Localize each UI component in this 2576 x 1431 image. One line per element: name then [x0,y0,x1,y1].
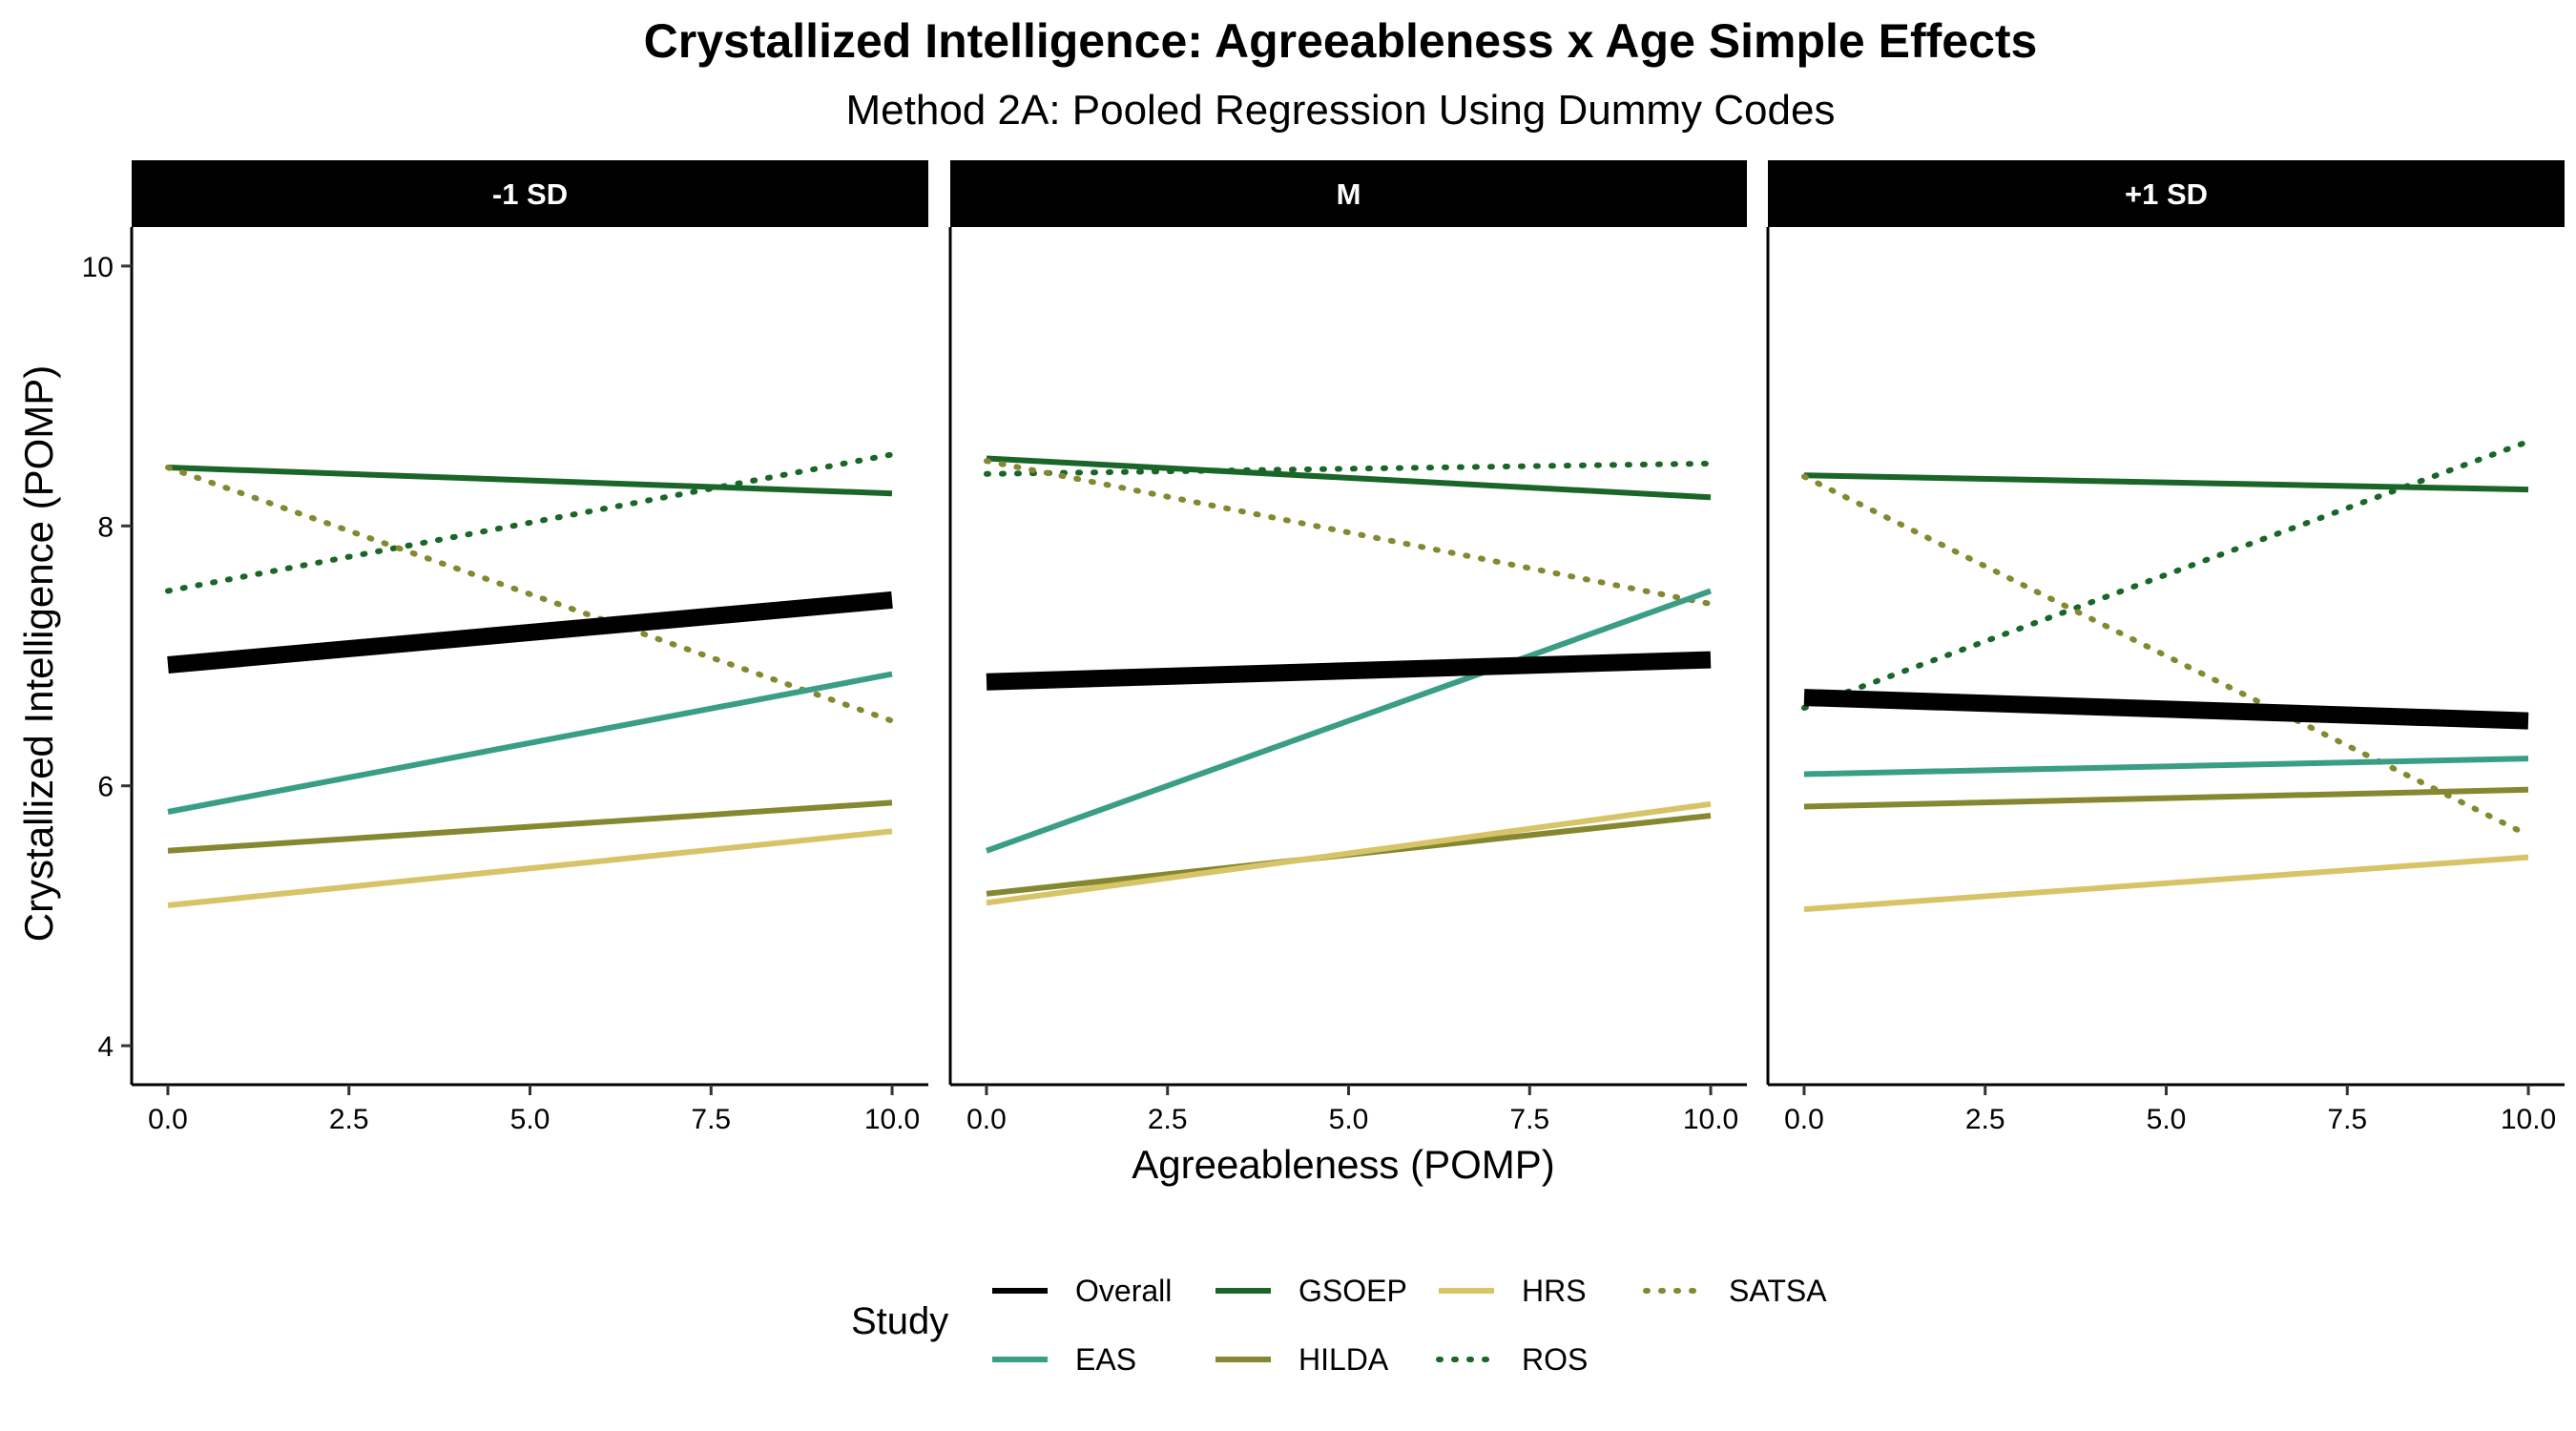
x-tick-label: 0.0 [966,1104,1007,1135]
x-tick-label: 0.0 [1784,1104,1824,1135]
facet-panels: -1 SD 0.0 2.5 5.0 7.5 10.0 4 6 8 10 M 0.0 2.5 5.0 7.5 1… [82,160,2565,1135]
series-line-eas [168,674,892,812]
x-tick-label: 7.5 [691,1104,731,1135]
x-tick-label: 2.5 [1965,1104,2005,1135]
x-tick-label: 7.5 [2327,1104,2367,1135]
legend-item-satsa: SATSA [1646,1274,1827,1308]
series-line-hrs [1804,858,2528,910]
legend-label: ROS [1522,1342,1588,1377]
series-group [1804,442,2528,909]
legend-title: Study [851,1300,948,1342]
y-axis-title: Crystallized Intelligence (POMP) [16,365,61,943]
series-line-overall [168,600,892,665]
legend: Study Overall EAS GSOEP HILDA HRS ROS SATSA [851,1274,1827,1377]
facet-panel-m: M 0.0 2.5 5.0 7.5 10.0 [950,160,1747,1135]
facet-panel-1-sd: -1 SD 0.0 2.5 5.0 7.5 10.0 4 6 8 10 [82,160,928,1135]
x-tick-label: 0.0 [148,1104,188,1135]
x-tick-label: 7.5 [1509,1104,1549,1135]
series-line-hilda [1804,790,2528,807]
x-tick-label: 10.0 [1683,1104,1738,1135]
legend-label: GSOEP [1298,1274,1407,1308]
x-tick-label: 10.0 [2501,1104,2556,1135]
legend-label: HRS [1522,1274,1587,1308]
series-line-satsa [1804,477,2528,836]
legend-entries: Overall EAS GSOEP HILDA HRS ROS SATSA [992,1274,1827,1377]
series-line-satsa [168,467,892,721]
series-line-satsa [987,461,1711,604]
series-line-ros [168,454,892,591]
legend-label: SATSA [1729,1274,1827,1308]
legend-label: HILDA [1298,1342,1389,1377]
x-tick-label: 5.0 [510,1104,551,1135]
facet-strip-label: M [1337,177,1361,211]
series-line-hrs [987,804,1711,903]
series-line-eas [1804,758,2528,774]
series-line-gsoep [987,459,1711,498]
chart-subtitle: Method 2A: Pooled Regression Using Dummy… [846,87,1836,134]
series-line-overall [987,660,1711,682]
facet-strip-label: -1 SD [492,177,568,211]
x-tick-label: 5.0 [1329,1104,1369,1135]
y-tick-label: 6 [97,772,114,803]
legend-item-gsoep: GSOEP [1215,1274,1407,1308]
legend-item-overall: Overall [992,1274,1172,1308]
facet-panel-1-sd: +1 SD 0.0 2.5 5.0 7.5 10.0 [1768,160,2565,1135]
x-axis-title: Agreeableness (POMP) [1132,1142,1555,1187]
y-tick-label: 8 [97,511,114,543]
series-line-overall [1804,697,2528,721]
series-line-eas [987,591,1711,850]
x-tick-label: 2.5 [329,1104,369,1135]
legend-item-eas: EAS [992,1342,1136,1377]
legend-label: EAS [1075,1342,1136,1377]
y-tick-label: 10 [82,252,114,283]
series-group [168,454,892,905]
legend-label: Overall [1075,1274,1172,1308]
series-group [987,459,1711,903]
legend-item-hilda: HILDA [1215,1342,1389,1377]
legend-item-ros: ROS [1439,1342,1588,1377]
y-tick-label: 4 [97,1031,114,1063]
x-tick-label: 10.0 [864,1104,920,1135]
chart-title: Crystallized Intelligence: Agreeableness… [644,14,2038,68]
series-line-gsoep [168,467,892,493]
legend-item-hrs: HRS [1439,1274,1587,1308]
facet-strip-label: +1 SD [2125,177,2208,211]
x-tick-label: 2.5 [1148,1104,1188,1135]
x-tick-label: 5.0 [2147,1104,2187,1135]
